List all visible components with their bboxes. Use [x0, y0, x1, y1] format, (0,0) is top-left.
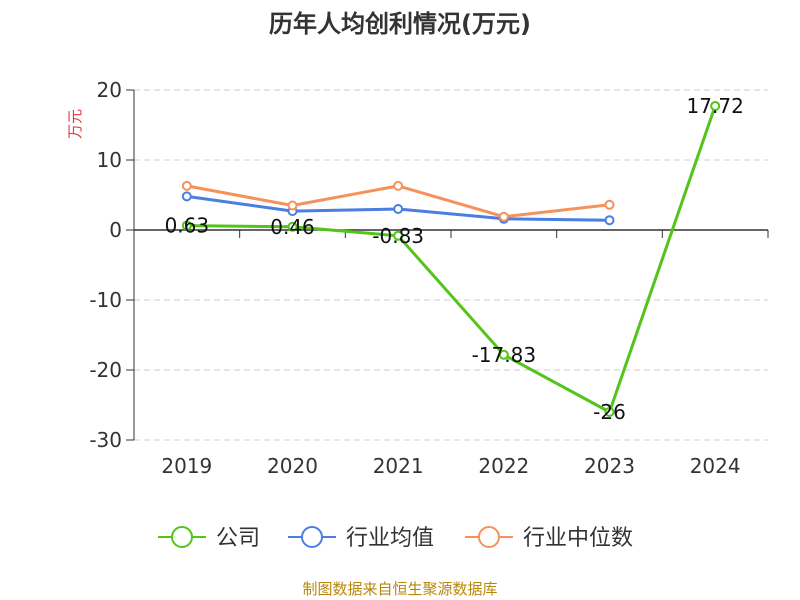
- series-0-point-1: [287, 221, 298, 232]
- y-tick-label-1: 10: [97, 148, 122, 172]
- data-label-2024: 17.72: [687, 94, 744, 118]
- series-0-point-3: [498, 349, 509, 360]
- series-2-point-3: [498, 211, 509, 222]
- series-0-point-0: [181, 220, 192, 231]
- legend: 公司 行业均值 行业中位数: [158, 526, 633, 551]
- series-1-point-4: [604, 215, 615, 226]
- legend-label-2: 行业中位数: [523, 526, 633, 551]
- x-tick-label-2021: 2021: [373, 454, 424, 478]
- series-line-0: [186, 105, 717, 414]
- legend-marker-2: [478, 526, 500, 548]
- series-1-point-0: [181, 191, 192, 202]
- x-tick-label-2022: 2022: [478, 454, 529, 478]
- data-label-2019: 0.63: [165, 214, 210, 238]
- x-tick-labels: 2019 2020 2021 2022 2023 2024: [161, 454, 740, 478]
- y-tick-label-0: 20: [97, 78, 122, 102]
- chart-title: 历年人均创利情况(万元): [269, 10, 531, 38]
- series-0-point-4: [604, 407, 615, 417]
- y-tick-label-2: 0: [109, 218, 122, 242]
- legend-marker-0: [171, 526, 193, 548]
- series-1-point-2: [393, 204, 404, 214]
- data-label-2020: 0.46: [270, 215, 315, 239]
- y-tick-label-5: -30: [89, 428, 122, 452]
- series-0-point-2: [393, 230, 404, 241]
- series-2-point-4: [604, 199, 615, 210]
- legend-label-0: 公司: [216, 526, 260, 551]
- axes: [133, 90, 769, 440]
- x-tick-label-2023: 2023: [584, 454, 635, 478]
- series-2-point-0: [181, 180, 192, 191]
- series-2-point-2: [393, 180, 404, 191]
- data-labels: 0.63 0.46 -0.83 -17.83 -26 17.72: [165, 94, 744, 424]
- y-tick-label-3: -10: [89, 288, 122, 312]
- data-label-2022: -17.83: [472, 343, 536, 367]
- source-note: 制图数据来自恒生聚源数据库: [302, 580, 497, 598]
- data-label-2021: -0.83: [372, 224, 424, 248]
- y-axis-label: 万元: [66, 109, 84, 139]
- x-tick-label-2019: 2019: [161, 454, 212, 478]
- data-label-2023: -26: [593, 400, 626, 424]
- legend-marker-1: [301, 526, 323, 548]
- y-tick-label-4: -20: [89, 358, 122, 382]
- legend-label-1: 行业均值: [346, 526, 434, 551]
- series-0-point-5: [710, 100, 721, 111]
- grid-lines: [126, 89, 768, 441]
- x-tick-label-2024: 2024: [690, 454, 741, 478]
- x-tick-label-2020: 2020: [267, 454, 318, 478]
- series-2-point-1: [287, 200, 298, 211]
- series-lines: [181, 100, 721, 417]
- y-tick-labels: 20 10 0 -10 -20 -30: [89, 78, 122, 452]
